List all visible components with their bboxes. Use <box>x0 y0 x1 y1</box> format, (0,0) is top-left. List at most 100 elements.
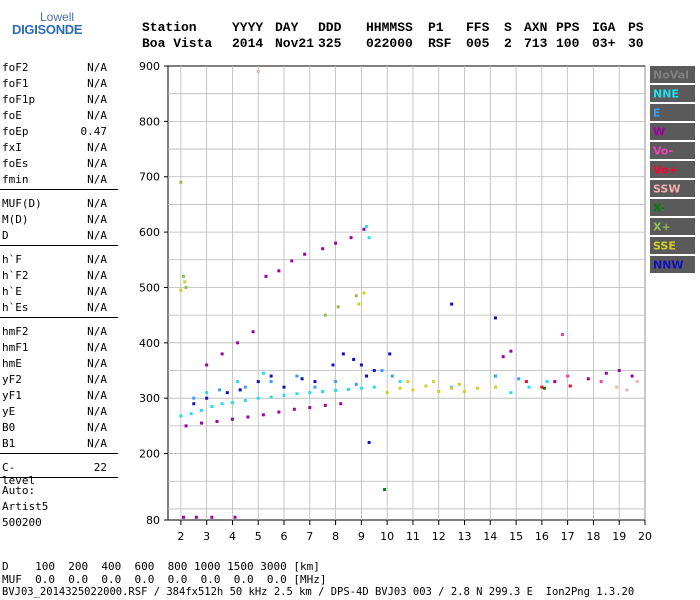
param-value: N/A <box>87 389 107 402</box>
legend-swatch <box>650 85 695 102</box>
point-x- <box>383 488 387 492</box>
point-nne <box>282 393 286 397</box>
x-tick-label: 9 <box>358 530 365 543</box>
point-vo- <box>560 333 564 337</box>
point-nne <box>308 391 312 395</box>
param-value: N/A <box>87 197 107 210</box>
param-name: B1 <box>2 437 16 450</box>
y-tick-label: 80 <box>146 514 160 527</box>
param-value: N/A <box>87 157 107 170</box>
x-tick-label: 18 <box>586 530 600 543</box>
point-x- <box>336 305 340 309</box>
point-w <box>509 349 513 353</box>
point-nne <box>372 385 376 389</box>
point-w <box>277 410 281 414</box>
point-nnw <box>372 369 376 373</box>
point-nnw <box>352 357 356 361</box>
point-ssw <box>256 70 260 74</box>
vals-5: RSF <box>428 36 452 51</box>
legend-label: Vo+ <box>653 164 678 177</box>
auto-scaling-l1: Auto: <box>2 484 36 497</box>
point-w <box>277 269 281 273</box>
legend-label: W <box>653 126 665 139</box>
separator-line <box>0 189 118 190</box>
x-tick-label: 10 <box>380 530 394 543</box>
point-vo- <box>599 380 603 384</box>
point-w <box>194 515 198 519</box>
point-w <box>264 274 268 278</box>
x-tick-label: 15 <box>509 530 523 543</box>
point-vo- <box>566 374 570 378</box>
legend-swatch <box>650 161 695 178</box>
point-nnw <box>313 380 317 384</box>
point-x- <box>323 313 327 317</box>
legend-swatch <box>650 142 695 159</box>
param-value: N/A <box>87 213 107 226</box>
x-tick-label: 14 <box>483 530 497 543</box>
point-sse <box>493 385 497 389</box>
point-x- <box>181 274 185 278</box>
point-e <box>517 377 521 381</box>
param-value: N/A <box>87 373 107 386</box>
param-value: N/A <box>87 61 107 74</box>
point-w <box>553 380 557 384</box>
separator-line <box>0 477 118 478</box>
point-w <box>261 413 265 417</box>
point-w <box>586 377 590 381</box>
point-w <box>334 241 338 245</box>
point-nne <box>210 405 214 408</box>
point-w <box>630 374 634 378</box>
point-w <box>184 424 188 428</box>
param-name: foF1 <box>2 77 29 90</box>
vals-3: 325 <box>318 36 342 51</box>
param-name: h`Es <box>2 301 29 314</box>
point-e <box>313 385 317 389</box>
cols-9: PPS <box>556 20 580 35</box>
cols-1: YYYY <box>232 20 264 35</box>
param-value: N/A <box>87 141 107 154</box>
point-nne <box>367 236 371 240</box>
vals-7: 2 <box>504 36 512 51</box>
point-nnw <box>192 402 196 406</box>
point-nne <box>205 391 209 395</box>
point-nnw <box>269 374 273 378</box>
point-nnw <box>388 352 392 356</box>
separator-line <box>0 245 118 246</box>
x-tick-label: 13 <box>458 530 472 543</box>
point-w <box>200 421 204 425</box>
point-e <box>390 374 394 378</box>
param-name: D <box>2 229 9 242</box>
cols-0: Station <box>142 20 197 35</box>
point-sse <box>437 390 441 394</box>
param-value: N/A <box>87 357 107 370</box>
vals-9: 100 <box>556 36 580 51</box>
vals-4: 022000 <box>366 36 413 51</box>
y-tick-label: 500 <box>139 281 160 294</box>
point-nnw <box>256 380 260 384</box>
cols-2: DAY <box>275 20 299 35</box>
param-name: foEs <box>2 157 29 170</box>
point-nnw <box>341 352 345 356</box>
param-value: N/A <box>87 437 107 450</box>
param-value: N/A <box>87 77 107 90</box>
point-nne <box>236 380 240 384</box>
point-sse <box>432 380 436 384</box>
point-e <box>380 369 384 373</box>
param-name: yF2 <box>2 373 22 386</box>
param-value: N/A <box>87 253 107 266</box>
point-w <box>251 330 255 334</box>
separator-line <box>0 453 118 454</box>
param-name: hmF2 <box>2 325 29 338</box>
point-vo- <box>540 385 544 389</box>
ionogram-chart: 2 3 4 5 6 7 8 9 10 11 12 13 14 15 16 17 18 19 20 80 200 300 40… <box>139 60 695 543</box>
point-nnw <box>450 302 454 306</box>
vals-11: 30 <box>628 36 644 51</box>
param-value: N/A <box>87 173 107 186</box>
point-nne <box>230 401 234 405</box>
x-tick-label: 20 <box>638 530 652 543</box>
point-x- <box>179 180 183 184</box>
point-sse <box>475 386 479 390</box>
point-vo- <box>568 384 572 388</box>
point-e <box>493 374 497 378</box>
point-w <box>617 369 621 373</box>
